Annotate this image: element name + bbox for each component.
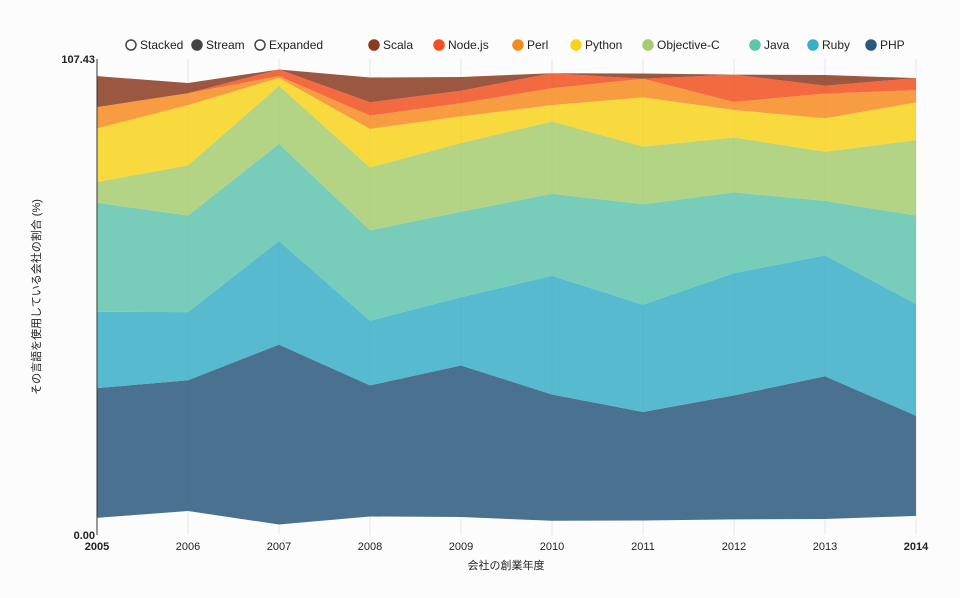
legend-label-python: Python: [585, 38, 622, 52]
legend-swatch-objective-c: [642, 39, 654, 51]
legend-item-perl[interactable]: Perl: [512, 38, 548, 52]
legend-label-node-js: Node.js: [448, 38, 489, 52]
legend-swatch-ruby: [807, 39, 819, 51]
area-java[interactable]: [97, 143, 916, 321]
area-php[interactable]: [97, 344, 916, 525]
legend-label-scala: Scala: [383, 38, 413, 52]
mode-stream-label: Stream: [206, 38, 245, 52]
x-tick-2006: 2006: [176, 541, 200, 553]
x-axis-ticks: 2005 2006 2007 2008 2009 2010 2011 2012 2013 2014: [85, 541, 929, 553]
y-tick-107-43: 107.43: [61, 54, 95, 66]
legend: Scala Node.js Perl Python Objective-C Java Rub…: [368, 38, 905, 52]
x-tick-2009: 2009: [449, 541, 473, 553]
legend-label-php: PHP: [880, 38, 905, 52]
mode-stacked-radio[interactable]: [125, 39, 137, 51]
y-tick-0-00: 0.00: [74, 530, 95, 542]
mode-option-stream[interactable]: Stream: [191, 38, 245, 52]
x-tick-2011: 2011: [631, 541, 655, 553]
legend-item-objective-c[interactable]: Objective-C: [642, 38, 720, 52]
area-perl[interactable]: [97, 76, 916, 129]
mode-expanded-label: Expanded: [269, 38, 323, 52]
y-axis-label: その言語を使用している会社の割合 (%): [29, 199, 43, 395]
mode-option-stacked[interactable]: Stacked: [125, 38, 183, 52]
area-scala[interactable]: [97, 69, 916, 108]
mode-expanded-radio[interactable]: [254, 39, 266, 51]
x-tick-2007: 2007: [267, 541, 291, 553]
mode-option-expanded[interactable]: Expanded: [254, 38, 323, 52]
legend-swatch-node-js: [433, 39, 445, 51]
legend-label-java: Java: [764, 38, 790, 52]
legend-item-php[interactable]: PHP: [865, 38, 905, 52]
legend-label-ruby: Ruby: [822, 38, 850, 52]
legend-swatch-php: [865, 39, 877, 51]
area-ruby[interactable]: [97, 241, 916, 416]
legend-swatch-java: [749, 39, 761, 51]
legend-item-node-js[interactable]: Node.js: [433, 38, 489, 52]
legend-label-objective-c: Objective-C: [657, 38, 720, 52]
x-tick-2013: 2013: [813, 541, 837, 553]
x-tick-2008: 2008: [358, 541, 382, 553]
legend-item-scala[interactable]: Scala: [368, 38, 413, 52]
legend-item-python[interactable]: Python: [570, 38, 622, 52]
x-tick-2010: 2010: [540, 541, 564, 553]
area-node-js[interactable]: [97, 69, 916, 116]
area-objective-c[interactable]: [97, 85, 916, 231]
legend-item-java[interactable]: Java: [749, 38, 790, 52]
y-axis-ticks: 0.00 107.43: [61, 54, 95, 542]
x-tick-2005: 2005: [85, 541, 109, 553]
x-tick-2012: 2012: [722, 541, 746, 553]
legend-item-ruby[interactable]: Ruby: [807, 38, 850, 52]
area-python[interactable]: [97, 77, 916, 182]
legend-label-perl: Perl: [527, 38, 548, 52]
x-axis-label: 会社の創業年度: [468, 558, 545, 572]
mode-stacked-label: Stacked: [140, 38, 183, 52]
x-tick-2014: 2014: [904, 541, 929, 553]
chart-mode-controls: Stacked Stream Expanded: [125, 38, 323, 52]
stream-layers: [97, 69, 916, 525]
legend-swatch-python: [570, 39, 582, 51]
legend-swatch-scala: [368, 39, 380, 51]
legend-swatch-perl: [512, 39, 524, 51]
mode-stream-radio[interactable]: [191, 39, 203, 51]
